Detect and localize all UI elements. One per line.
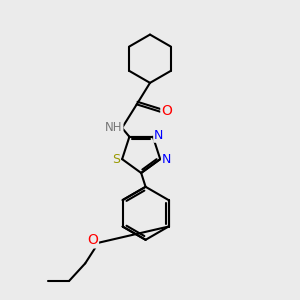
Text: N: N <box>154 129 164 142</box>
Text: S: S <box>112 153 120 166</box>
Text: N: N <box>162 153 171 166</box>
Text: NH: NH <box>105 122 122 134</box>
Text: O: O <box>87 233 98 248</box>
Text: O: O <box>161 104 172 118</box>
